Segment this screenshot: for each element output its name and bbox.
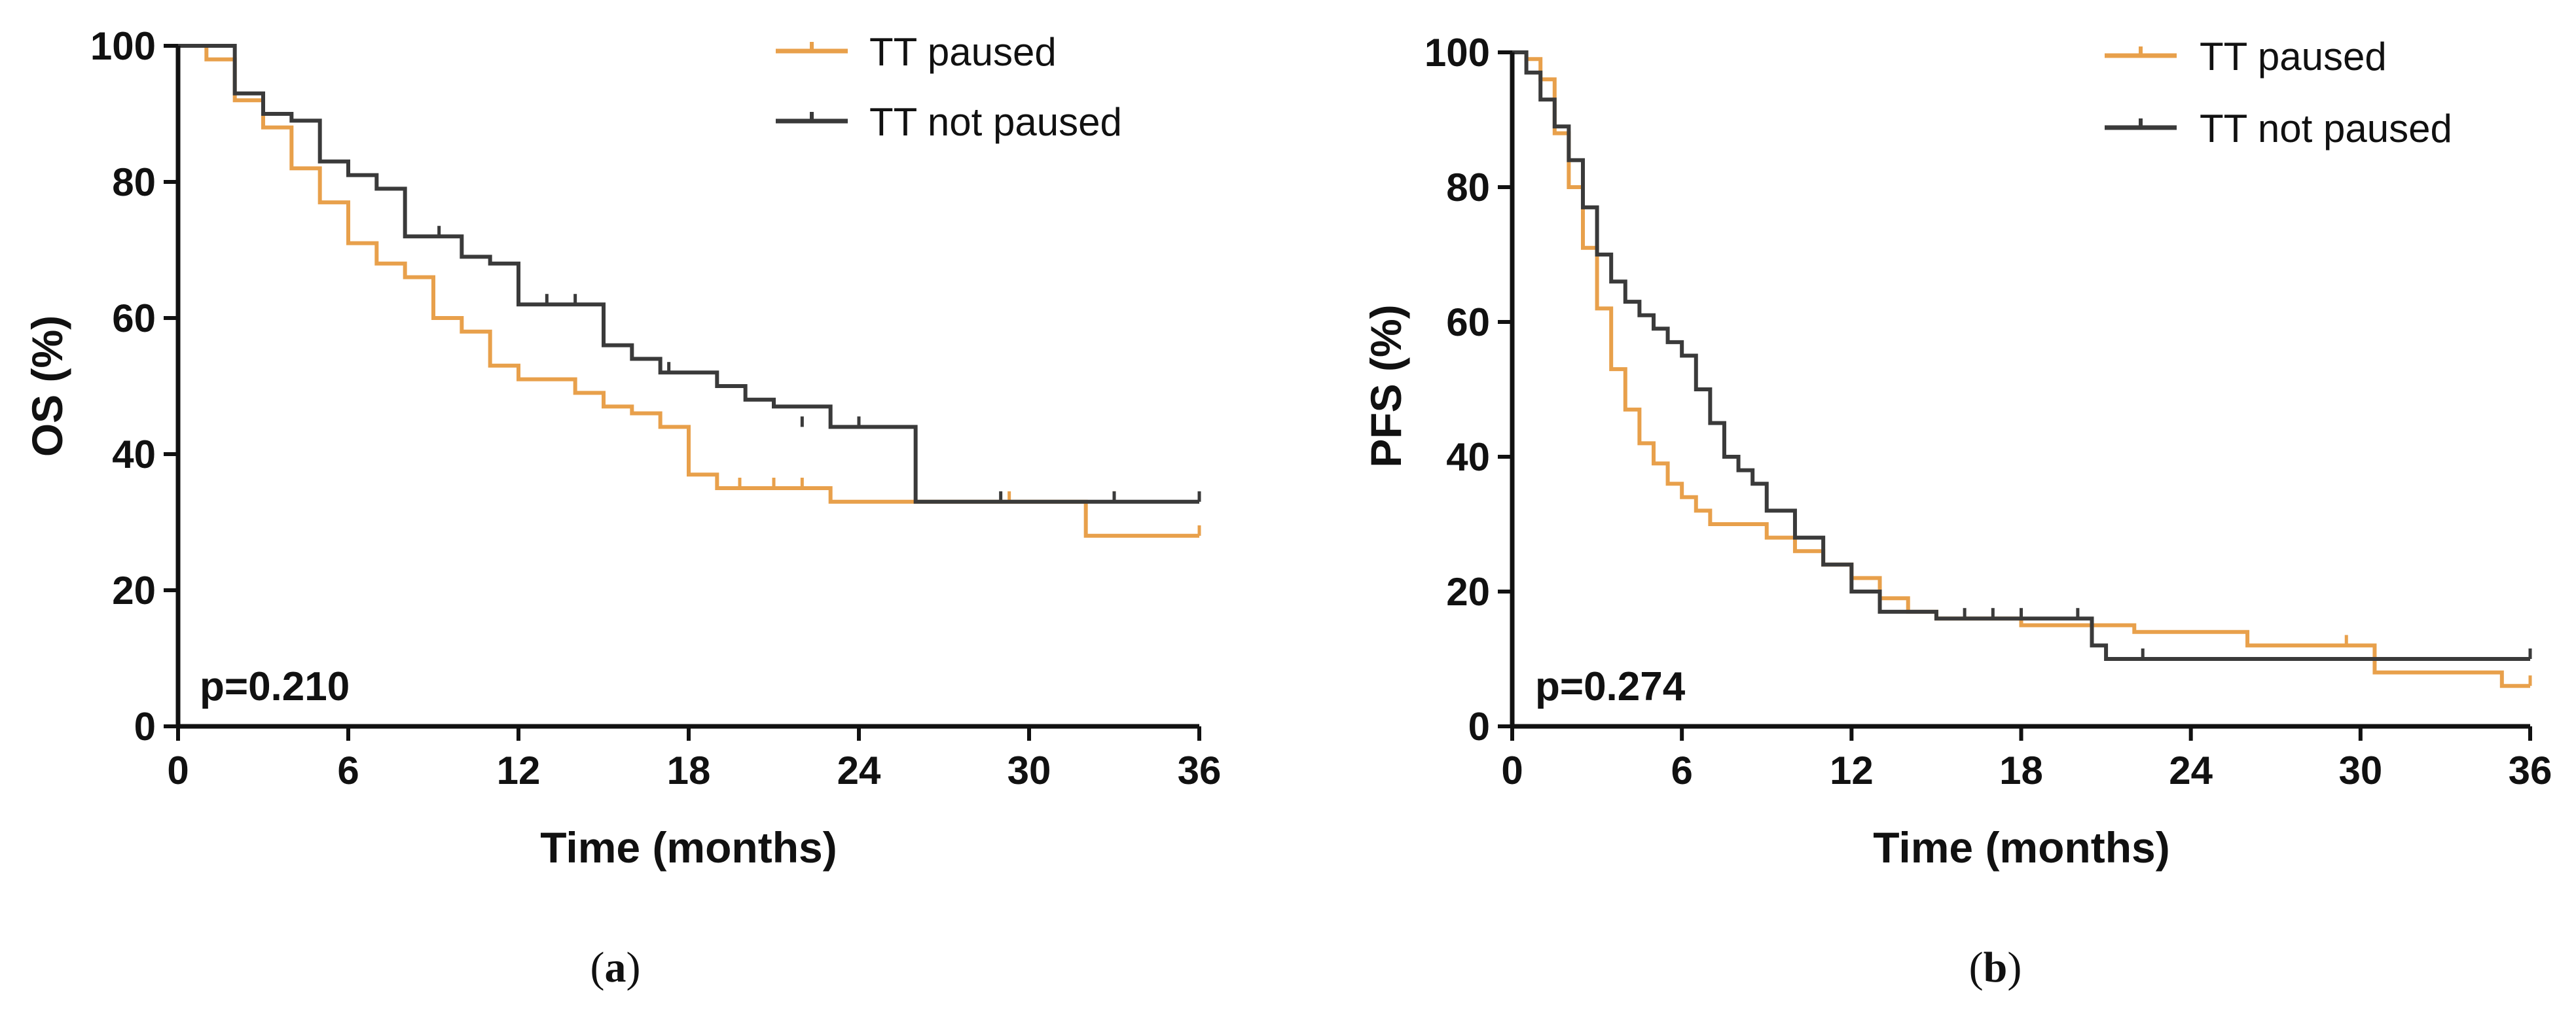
- panel-b-x-tick-label-30: 30: [2338, 749, 2382, 792]
- panel-b-legend-label-tt-not-paused: TT not paused: [2200, 107, 2452, 151]
- panel-a-x-tick-label-36: 36: [1178, 749, 1222, 792]
- panel-a-curve-tt-not-paused: [178, 44, 1199, 504]
- panel-a-x-tick-label-0: 0: [167, 749, 189, 792]
- panel-b-y-tick-label-60: 60: [1446, 300, 1490, 344]
- panel-a-x-tick-label-12: 12: [497, 749, 541, 792]
- panel-b-pfs: 0 6 12 18 24 30 36 0 20 40 60 80 100 PFS (%) Time (m…: [1362, 31, 2552, 991]
- panel-b-curve-tt-not-paused: [1512, 50, 2530, 661]
- panel-a-p-value: p=0.210: [200, 664, 350, 709]
- panel-a-y-tick-label-20: 20: [112, 569, 156, 612]
- panel-a-x-tick-label-6: 6: [337, 749, 359, 792]
- panel-b-legend-label-tt-paused: TT paused: [2200, 35, 2387, 79]
- panel-a-y-tick-label-100: 100: [90, 24, 156, 68]
- panel-b-x-tick-label-12: 12: [1830, 749, 1874, 792]
- panel-b-x-tick-label-36: 36: [2509, 749, 2552, 792]
- panel-b-y-tick-label-20: 20: [1446, 570, 1490, 614]
- panel-a-x-axis-label: Time (months): [540, 823, 837, 872]
- panel-a-legend: TT paused TT not paused: [776, 30, 1122, 144]
- panel-b-x-tick-label-6: 6: [1671, 749, 1692, 792]
- panel-a-axes: [175, 46, 1199, 729]
- panel-a-y-tick-label-0: 0: [134, 705, 156, 749]
- panel-b-y-tick-label-100: 100: [1424, 31, 1490, 75]
- panel-b-x-tick-label-18: 18: [1999, 749, 2043, 792]
- panel-a-y-tick-label-40: 40: [112, 433, 156, 476]
- panel-a-series: [178, 44, 1201, 538]
- panel-a-caption: (a): [590, 944, 641, 991]
- panel-b-y-tick-label-40: 40: [1446, 435, 1490, 479]
- panel-a-x-tick-label-30: 30: [1007, 749, 1051, 792]
- panel-b-legend: TT paused TT not paused: [2105, 35, 2452, 151]
- panel-a-legend-label-tt-not-paused: TT not paused: [869, 100, 1122, 144]
- panel-a-legend-label-tt-paused: TT paused: [869, 30, 1057, 74]
- panel-b-y-tick-label-0: 0: [1468, 705, 1490, 749]
- panel-b-caption: (b): [1969, 944, 2022, 991]
- panel-b-series: [1512, 50, 2532, 688]
- panel-a-y-tick-label-60: 60: [112, 296, 156, 340]
- panel-b-ticks: 0 6 12 18 24 30 36 0 20 40 60 80 100: [1424, 31, 2552, 792]
- panel-b-x-axis-label: Time (months): [1873, 823, 2169, 872]
- panel-a-y-axis-label: OS (%): [23, 315, 71, 457]
- panel-b-p-value: p=0.274: [1535, 664, 1686, 709]
- panel-a-os: 0 6 12 18 24 30 36 0 20 40 60 80 100 OS (%) Time (mo…: [23, 24, 1221, 991]
- panel-a-y-tick-label-80: 80: [112, 160, 156, 204]
- panel-a-ticks: 0 6 12 18 24 30 36 0 20 40 60 80 100: [90, 24, 1221, 792]
- panel-b-y-axis-label: PFS (%): [1362, 304, 1410, 467]
- panel-a-x-tick-label-18: 18: [667, 749, 711, 792]
- panel-a-x-tick-label-24: 24: [837, 749, 881, 792]
- panel-b-x-tick-label-24: 24: [2169, 749, 2213, 792]
- panel-b-x-tick-label-0: 0: [1501, 749, 1523, 792]
- panel-b-y-tick-label-80: 80: [1446, 166, 1490, 209]
